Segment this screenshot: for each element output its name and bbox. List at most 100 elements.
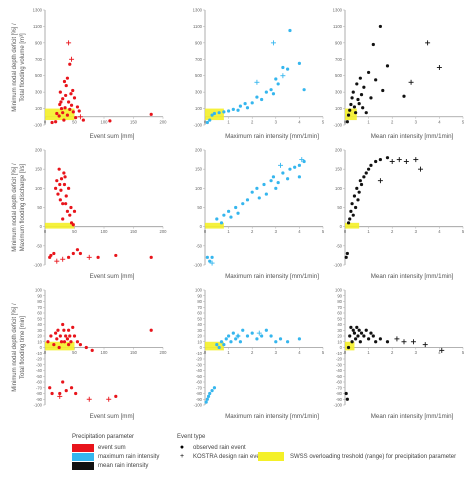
observed-point [297,163,301,167]
observed-point [302,88,306,92]
observed-point [250,190,254,194]
x-tick-label: 4 [298,119,301,124]
x-tick-label: 150 [130,119,138,124]
observed-point [402,94,406,98]
observed-point [260,334,264,338]
observed-point [219,340,224,344]
x-tick-label: 0 [44,119,47,124]
observed-point [236,108,240,112]
observed-point [355,82,359,86]
observed-point [297,61,301,65]
y-tick-label: 0 [200,224,203,229]
observed-point [81,118,85,122]
y-axis-label-row0-line1: Total flooding volume [m³] [20,33,26,102]
observed-point [356,198,360,202]
y-tick-label: -100 [194,123,203,128]
observed-point [243,102,247,106]
observed-point [281,171,285,175]
y-tick-label: 1300 [333,8,343,13]
y-tick-label: 900 [195,40,203,45]
x-tick-label: 50 [72,229,77,234]
observed-point [224,337,228,341]
design-point [413,157,419,163]
y-tick-label: 40 [37,322,42,327]
x-tick-label: 1 [227,229,230,234]
observed-point [364,171,368,175]
observed-point [378,24,382,29]
observed-point [68,213,72,217]
y-tick-label: -30 [336,362,343,367]
observed-point [222,343,226,347]
x-tick-label: 0 [44,229,47,234]
observed-point [241,202,245,206]
observed-point [245,334,250,338]
design-point [396,157,402,163]
x-tick-label: 4 [438,229,441,234]
x-tick-label: 4 [298,229,301,234]
observed-point [255,186,259,190]
observed-point [276,82,280,86]
design-point [86,396,92,402]
x-tick-label: 200 [160,229,168,234]
x-tick-label: 5 [462,119,465,124]
x-tick-label: 1 [227,350,230,355]
observed-point [274,77,278,81]
x-tick-label: 50 [72,350,77,355]
observed-point [69,386,74,390]
observed-point [227,109,231,113]
observed-point [297,337,301,341]
observed-point [62,328,66,332]
x-tick-label: 2 [391,229,394,234]
observed-point [63,106,67,110]
threshold-range [345,222,360,229]
y-tick-label: 70 [337,305,342,310]
observed-point [74,391,78,396]
observed-point [65,209,70,213]
design-point [439,347,445,353]
observed-point [50,391,54,396]
x-axis-label: Mean rain intensity [mm/1min] [371,133,454,140]
observed-point [64,334,68,338]
x-axis-label: Maximum rain intensity [mm/1min] [225,133,319,140]
y-tick-label: 30 [197,328,202,333]
observed-point [149,255,153,259]
observed-point [356,97,360,102]
observed-point [52,251,56,256]
x-tick-label: 150 [130,350,138,355]
observed-point [385,340,390,344]
y-tick-label: 80 [37,299,42,304]
observed-point [208,391,212,396]
observed-point [71,325,75,329]
observed-point [210,113,214,117]
y-tick-label: 50 [37,316,42,321]
observed-point [362,175,366,179]
observed-point [371,334,375,338]
observed-point [345,120,349,124]
observed-point [245,106,250,110]
y-tick-label: 150 [195,167,203,172]
observed-point [57,345,61,350]
x-axis-label: Event sum [mm] [90,273,135,280]
observed-point [61,111,65,115]
observed-point [264,328,268,332]
observed-point [234,337,238,341]
observed-point [48,386,52,390]
y-tick-label: 1300 [193,8,203,13]
observed-point [264,192,268,196]
observed-point [274,186,278,190]
observed-point [357,102,361,106]
x-tick-label: 2 [251,229,254,234]
observed-point [55,337,59,341]
x-tick-label: 1 [367,119,370,124]
observed-point [54,120,58,124]
observed-point [374,78,378,82]
design-point [410,339,416,345]
y-tick-label: -100 [334,403,343,408]
observed-point [344,391,348,396]
observed-point [58,334,62,338]
y-tick-label: 0 [340,345,343,350]
observed-point [356,334,360,338]
y-tick-label: -70 [336,385,343,390]
x-axis-label: Maximum rain intensity [mm/1min] [225,273,319,280]
observed-point [245,198,250,202]
